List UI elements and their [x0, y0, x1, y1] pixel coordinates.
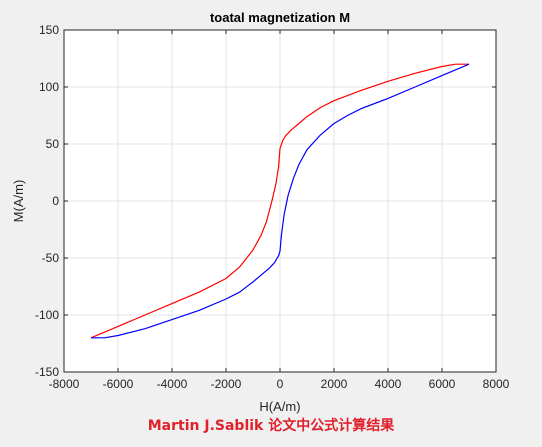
- data-series: [90, 63, 470, 339]
- x-tick-label: 2000: [321, 377, 348, 391]
- caption: Martin J.Sablik 论文中公式计算结果: [147, 418, 395, 434]
- x-tick-label: -2000: [211, 377, 242, 391]
- series-line-1: [90, 63, 469, 339]
- y-tick-label: 100: [39, 80, 59, 94]
- x-tick-label: 6000: [429, 377, 456, 391]
- chart-title: toatal magnetization M: [210, 10, 350, 25]
- y-tick-label: 150: [39, 23, 59, 37]
- y-tick-label: -100: [35, 308, 59, 322]
- y-tick-label: -50: [42, 251, 60, 265]
- x-tick-label: 4000: [375, 377, 402, 391]
- x-tick-label: -8000: [49, 377, 80, 391]
- y-tick-labels: -150 -100 -50 0 50 100 150: [35, 23, 59, 379]
- tick-marks: [63, 29, 497, 373]
- series-line-2: [91, 63, 470, 339]
- grid-lines: [64, 30, 496, 372]
- x-tick-label: -4000: [157, 377, 188, 391]
- y-tick-label: 50: [46, 137, 60, 151]
- x-tick-label: 8000: [483, 377, 510, 391]
- y-axis-label: M(A/m): [11, 180, 26, 223]
- x-tick-label: 0: [277, 377, 284, 391]
- x-tick-labels: -8000 -6000 -4000 -2000 0 2000 4000 6000 8000: [49, 377, 510, 391]
- x-axis-label: H(A/m): [259, 399, 300, 414]
- y-tick-label: -150: [35, 365, 59, 379]
- y-tick-label: 0: [52, 194, 59, 208]
- x-tick-label: -6000: [103, 377, 134, 391]
